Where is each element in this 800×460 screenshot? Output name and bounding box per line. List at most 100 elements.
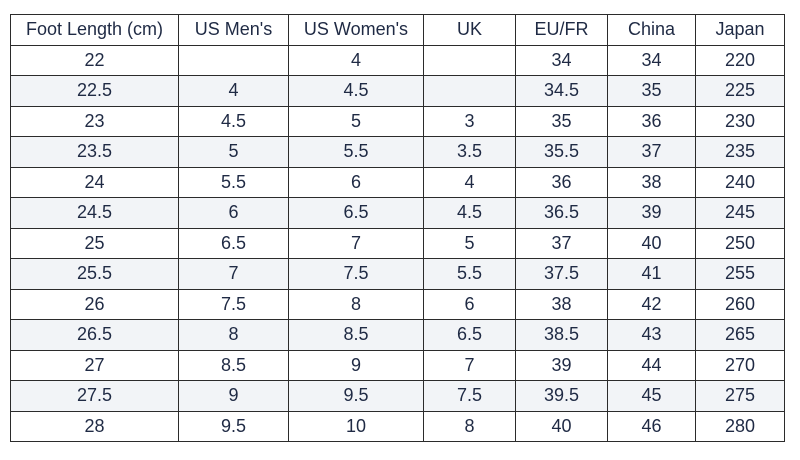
cell-japan: 270 — [695, 349, 785, 381]
cell-china: 45 — [607, 380, 696, 412]
header-eu-fr: EU/FR — [515, 14, 608, 46]
cell-us-womens: 9 — [288, 349, 424, 381]
table-row: 27.5 9 9.5 7.5 39.5 45 275 — [10, 380, 785, 412]
header-uk: UK — [423, 14, 516, 46]
cell-us-womens: 9.5 — [288, 380, 424, 412]
cell-china: 39 — [607, 197, 696, 229]
cell-china: 40 — [607, 227, 696, 259]
cell-china: 35 — [607, 75, 696, 107]
cell-foot-length: 27.5 — [10, 380, 179, 412]
cell-us-mens: 5 — [178, 136, 289, 168]
cell-china: 43 — [607, 319, 696, 351]
header-us-mens: US Men's — [178, 14, 289, 46]
cell-eu-fr: 38 — [515, 288, 608, 320]
table-row: 26 7.5 8 6 38 42 260 — [10, 288, 785, 320]
cell-eu-fr: 39.5 — [515, 380, 608, 412]
cell-eu-fr: 34 — [515, 44, 608, 76]
table-row: 24 5.5 6 4 36 38 240 — [10, 166, 785, 198]
cell-japan: 230 — [695, 105, 785, 137]
cell-uk: 4 — [423, 166, 516, 198]
cell-us-mens: 8.5 — [178, 349, 289, 381]
cell-us-womens: 10 — [288, 410, 424, 442]
header-japan: Japan — [695, 14, 785, 46]
shoe-size-table: Foot Length (cm) US Men's US Women's UK … — [10, 14, 785, 442]
cell-foot-length: 24 — [10, 166, 179, 198]
cell-china: 34 — [607, 44, 696, 76]
table-row: 23.5 5 5.5 3.5 35.5 37 235 — [10, 136, 785, 168]
cell-japan: 265 — [695, 319, 785, 351]
cell-japan: 260 — [695, 288, 785, 320]
cell-us-mens: 4.5 — [178, 105, 289, 137]
cell-us-mens: 7 — [178, 258, 289, 290]
cell-us-womens: 7.5 — [288, 258, 424, 290]
cell-uk — [423, 44, 516, 76]
cell-us-mens: 5.5 — [178, 166, 289, 198]
cell-eu-fr: 36.5 — [515, 197, 608, 229]
cell-us-womens: 5 — [288, 105, 424, 137]
cell-us-mens: 6 — [178, 197, 289, 229]
table-row: 28 9.5 10 8 40 46 280 — [10, 410, 785, 442]
cell-us-womens: 6.5 — [288, 197, 424, 229]
size-chart: Foot Length (cm) US Men's US Women's UK … — [10, 14, 785, 442]
cell-uk: 3 — [423, 105, 516, 137]
cell-foot-length: 25 — [10, 227, 179, 259]
cell-japan: 250 — [695, 227, 785, 259]
cell-japan: 275 — [695, 380, 785, 412]
cell-foot-length: 24.5 — [10, 197, 179, 229]
cell-us-womens: 4 — [288, 44, 424, 76]
header-china: China — [607, 14, 696, 46]
header-foot-length: Foot Length (cm) — [10, 14, 179, 46]
cell-us-mens: 8 — [178, 319, 289, 351]
cell-foot-length: 26.5 — [10, 319, 179, 351]
cell-foot-length: 28 — [10, 410, 179, 442]
cell-china: 42 — [607, 288, 696, 320]
table-row: 23 4.5 5 3 35 36 230 — [10, 105, 785, 137]
cell-us-womens: 8.5 — [288, 319, 424, 351]
cell-foot-length: 22 — [10, 44, 179, 76]
table-row: 26.5 8 8.5 6.5 38.5 43 265 — [10, 319, 785, 351]
cell-us-mens: 7.5 — [178, 288, 289, 320]
cell-japan: 280 — [695, 410, 785, 442]
cell-foot-length: 23.5 — [10, 136, 179, 168]
cell-us-womens: 8 — [288, 288, 424, 320]
cell-japan: 235 — [695, 136, 785, 168]
cell-japan: 255 — [695, 258, 785, 290]
cell-us-womens: 6 — [288, 166, 424, 198]
cell-eu-fr: 35 — [515, 105, 608, 137]
cell-japan: 245 — [695, 197, 785, 229]
cell-eu-fr: 40 — [515, 410, 608, 442]
cell-us-womens: 5.5 — [288, 136, 424, 168]
cell-china: 38 — [607, 166, 696, 198]
cell-china: 41 — [607, 258, 696, 290]
cell-japan: 225 — [695, 75, 785, 107]
cell-foot-length: 22.5 — [10, 75, 179, 107]
cell-uk: 5.5 — [423, 258, 516, 290]
cell-foot-length: 23 — [10, 105, 179, 137]
cell-uk: 7.5 — [423, 380, 516, 412]
cell-us-mens: 4 — [178, 75, 289, 107]
cell-us-womens: 7 — [288, 227, 424, 259]
cell-eu-fr: 36 — [515, 166, 608, 198]
cell-uk: 4.5 — [423, 197, 516, 229]
cell-eu-fr: 37.5 — [515, 258, 608, 290]
header-us-womens: US Women's — [288, 14, 424, 46]
table-row: 22 4 34 34 220 — [10, 44, 785, 76]
cell-uk: 3.5 — [423, 136, 516, 168]
table-row: 24.5 6 6.5 4.5 36.5 39 245 — [10, 197, 785, 229]
table-body: 22 4 34 34 220 22.5 4 4.5 34.5 35 225 23 4.5 5 3 35 36 23… — [10, 44, 785, 442]
table-row: 25.5 7 7.5 5.5 37.5 41 255 — [10, 258, 785, 290]
cell-china: 36 — [607, 105, 696, 137]
cell-uk: 6.5 — [423, 319, 516, 351]
cell-eu-fr: 34.5 — [515, 75, 608, 107]
cell-foot-length: 26 — [10, 288, 179, 320]
cell-us-mens: 6.5 — [178, 227, 289, 259]
cell-uk: 5 — [423, 227, 516, 259]
cell-us-mens — [178, 44, 289, 76]
header-row: Foot Length (cm) US Men's US Women's UK … — [10, 14, 785, 46]
cell-china: 44 — [607, 349, 696, 381]
table-row: 25 6.5 7 5 37 40 250 — [10, 227, 785, 259]
cell-china: 46 — [607, 410, 696, 442]
cell-us-womens: 4.5 — [288, 75, 424, 107]
cell-uk: 8 — [423, 410, 516, 442]
cell-us-mens: 9 — [178, 380, 289, 412]
